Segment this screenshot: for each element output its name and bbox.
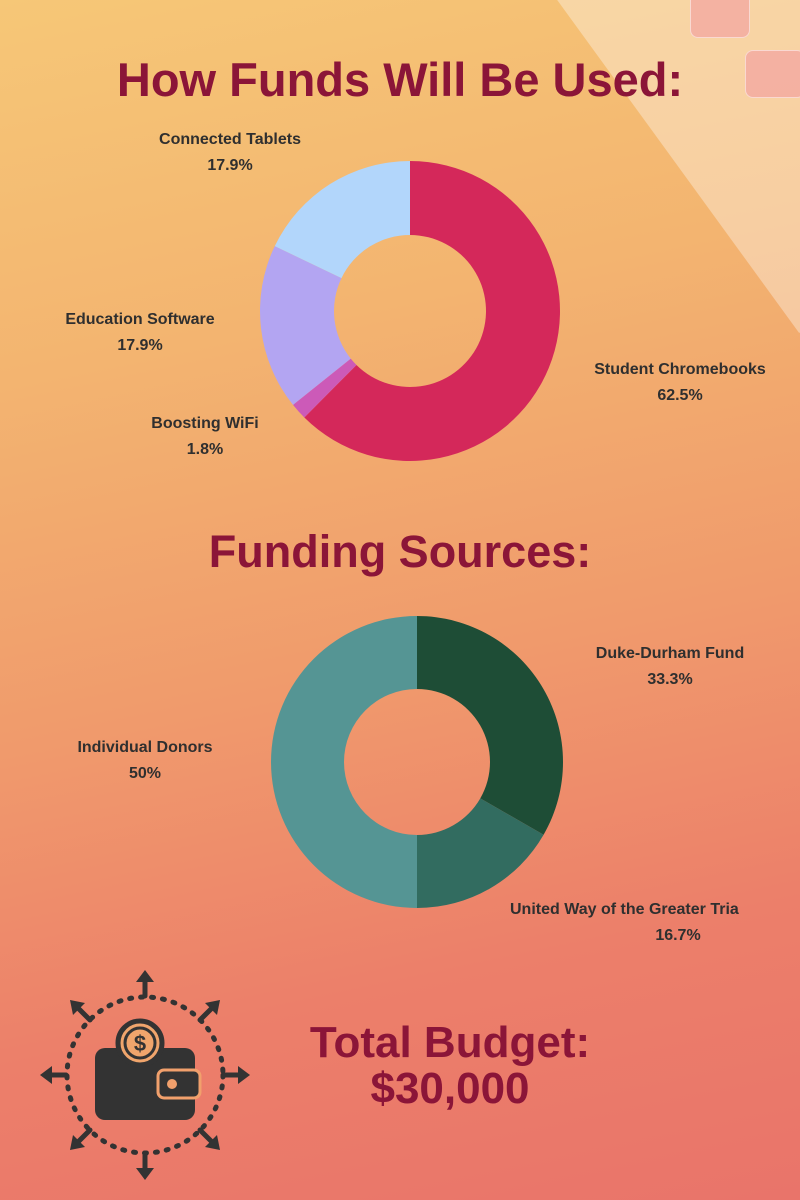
slice-label-student-chromebooks: Student Chromebooks 62.5% [575,357,785,409]
slice-label-connected-tablets: Connected Tablets 17.9% [130,127,330,179]
slice-percent: 16.7% [655,927,701,944]
slice-percent: 50% [128,765,162,782]
donut-slice-duke-durham-fund [417,616,564,835]
slice-label-duke-durham: Duke-Durham Fund 33.3% [570,641,770,693]
sources-title: Funding Sources: [208,526,592,577]
slice-label-united-way: United Way of the Greater Tria 16.7% [510,897,800,949]
slice-percent: 1.8% [186,441,224,458]
total-budget: Total Budget: $30,000 [250,1020,650,1112]
donut-slice-boosting-wifi [293,358,357,418]
total-budget-label: Total Budget: [309,1018,591,1067]
slice-label-boosting-wifi: Boosting WiFi 1.8% [115,411,295,463]
sources-donut-chart [271,616,564,908]
svg-text:$: $ [134,1031,146,1056]
donut-slice-student-chromebooks [304,161,561,462]
background-key [690,0,750,38]
wallet-money-icon: $ [40,970,250,1180]
slice-name: Student Chromebooks [594,361,766,378]
donut-slice-education-software [260,246,351,405]
total-budget-amount: $30,000 [370,1064,530,1113]
slice-name: Individual Donors [77,739,213,756]
funds-donut-chart [260,161,561,462]
slice-name: Education Software [65,311,215,328]
donut-slice-united-way-of-the-greater-tria [417,798,544,908]
donut-slice-individual-donors [271,616,417,908]
background-key [745,50,800,98]
slice-percent: 33.3% [647,671,693,688]
slice-percent: 62.5% [657,387,703,404]
slice-percent: 17.9% [207,157,253,174]
slice-label-education-software: Education Software 17.9% [40,307,240,359]
slice-label-individual-donors: Individual Donors 50% [45,735,245,787]
slice-name: United Way of the Greater Tria [510,901,739,918]
donut-slice-connected-tablets [274,161,410,279]
slice-name: Duke-Durham Fund [595,645,745,662]
slice-name: Connected Tablets [159,131,301,148]
funds-title: How Funds Will Be Used: [116,53,684,106]
slice-name: Boosting WiFi [151,415,259,432]
slice-percent: 17.9% [117,337,163,354]
